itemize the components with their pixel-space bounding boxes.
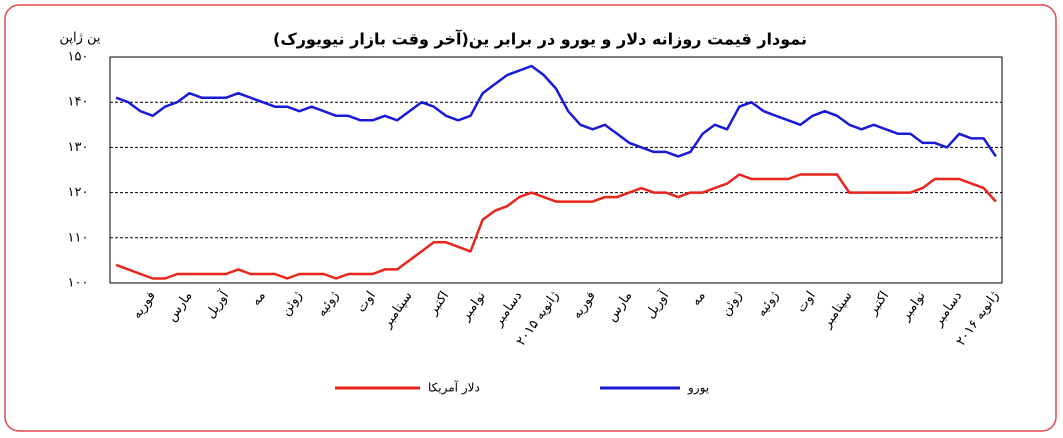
y-tick-label: ۱۰۰ [68,276,89,291]
y-tick-label: ۱۵۰ [68,50,89,65]
legend-label: دلار آمریکا [428,380,480,396]
y-tick-label: ۱۳۰ [68,140,89,155]
frame [4,4,1057,432]
series-line [115,173,997,280]
y-axis-label: ین ژاپن [59,31,100,46]
y-tick-label: ۱۴۰ [68,95,89,110]
series-line [115,64,997,158]
chart-title: نمودار قیمت روزانه دلار و یورو در برابر … [273,29,807,49]
legend-label: یورو [687,381,709,396]
y-tick-label: ۱۱۰ [68,230,89,245]
y-tick-label: ۱۲۰ [68,185,89,200]
